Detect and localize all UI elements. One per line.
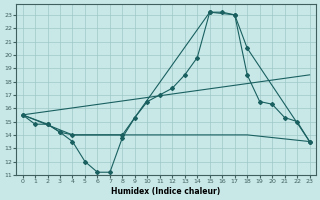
X-axis label: Humidex (Indice chaleur): Humidex (Indice chaleur) (111, 187, 221, 196)
